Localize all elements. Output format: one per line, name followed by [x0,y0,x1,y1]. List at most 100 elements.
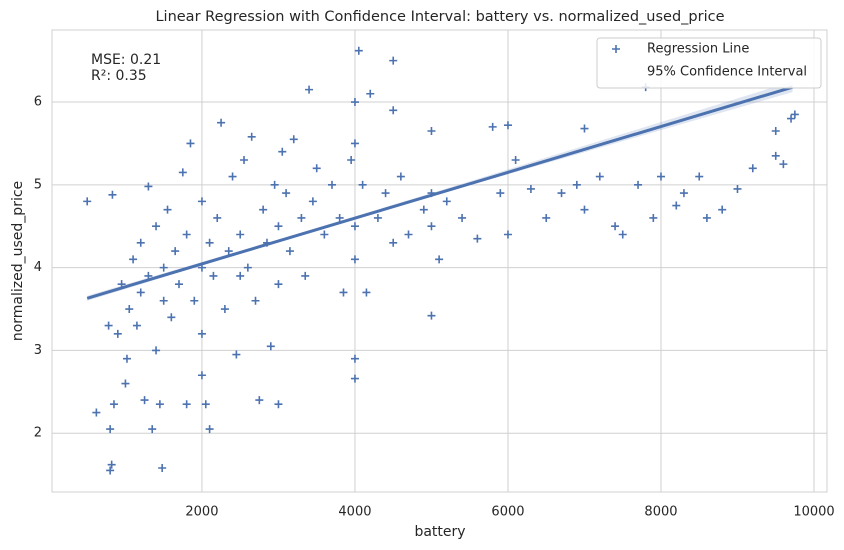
data-point [92,408,101,417]
data-point [158,463,167,472]
data-point [339,288,348,297]
data-point [335,213,344,222]
legend-label: Regression Line [647,42,749,57]
data-point [656,172,665,181]
data-point [186,139,195,148]
data-point [182,230,191,239]
data-point [209,271,218,280]
data-point [301,271,310,280]
data-point [572,180,581,189]
data-point [140,396,149,405]
data-point [251,296,260,305]
data-point [278,147,287,156]
data-point [106,466,115,475]
data-point [695,172,704,181]
data-point [182,400,191,409]
data-point [289,135,298,144]
data-point [634,180,643,189]
x-tick-label: 4000 [338,505,371,520]
data-point [159,296,168,305]
data-point [106,425,115,434]
y-axis-label: normalized_used_price [10,181,26,341]
legend-box [596,37,822,89]
data-point [702,213,711,222]
data-point [129,255,138,264]
data-point [350,98,359,107]
data-point [247,132,256,141]
data-point [159,263,168,272]
data-point [240,155,249,164]
plot-frame [51,29,828,493]
data-point [350,354,359,363]
data-point [305,85,314,94]
data-point [473,234,482,243]
data-point [381,189,390,198]
data-point [771,127,780,136]
data-point [155,400,164,409]
x-tick-label: 8000 [644,505,677,520]
data-point [389,238,398,247]
regression-line [86,85,794,300]
data-point [779,160,788,169]
data-point [228,172,237,181]
data-point [718,205,727,214]
data-point [442,197,451,206]
data-point [557,189,566,198]
data-point [771,151,780,160]
data-point [373,213,382,222]
data-point [108,190,117,199]
data-point [132,321,141,330]
data-point [136,288,145,297]
data-point [236,230,245,239]
data-point [427,127,436,136]
data-point [733,184,742,193]
data-point [83,197,92,206]
data-point [366,89,375,98]
data-point [121,379,130,388]
data-point [320,230,329,239]
data-point [350,255,359,264]
data-point [285,247,294,256]
data-point [274,280,283,289]
data-point [496,189,505,198]
data-point [125,305,134,314]
chart-title: Linear Regression with Confidence Interv… [155,9,724,25]
x-tick-label: 10000 [793,505,834,520]
data-point [404,230,413,239]
data-point [197,371,206,380]
data-point [259,205,268,214]
data-point [297,213,306,222]
data-point [350,374,359,383]
data-point [144,182,153,191]
data-point [511,155,520,164]
data-point [213,213,222,222]
data-point [396,172,405,181]
data-point [488,122,497,131]
data-point [350,222,359,231]
data-point [163,205,172,214]
data-point [201,400,210,409]
data-point [113,329,122,338]
annotation: MSE: 0.21 [91,52,161,68]
data-point [542,213,551,222]
data-point [748,164,757,173]
data-point [152,222,161,231]
data-point [350,139,359,148]
data-point [270,180,279,189]
data-point [580,205,589,214]
data-point [435,255,444,264]
data-point [104,321,113,330]
y-tick-label: 4 [34,260,42,275]
data-point [427,311,436,320]
data-point [649,213,658,222]
data-point [308,197,317,206]
data-point [109,400,118,409]
data-point [419,205,428,214]
data-point [274,222,283,231]
data-point [274,400,283,409]
x-tick-label: 6000 [491,505,524,520]
data-point [255,396,264,405]
data-point [197,329,206,338]
data-point [672,201,681,210]
annotation: R²: 0.35 [91,68,147,84]
